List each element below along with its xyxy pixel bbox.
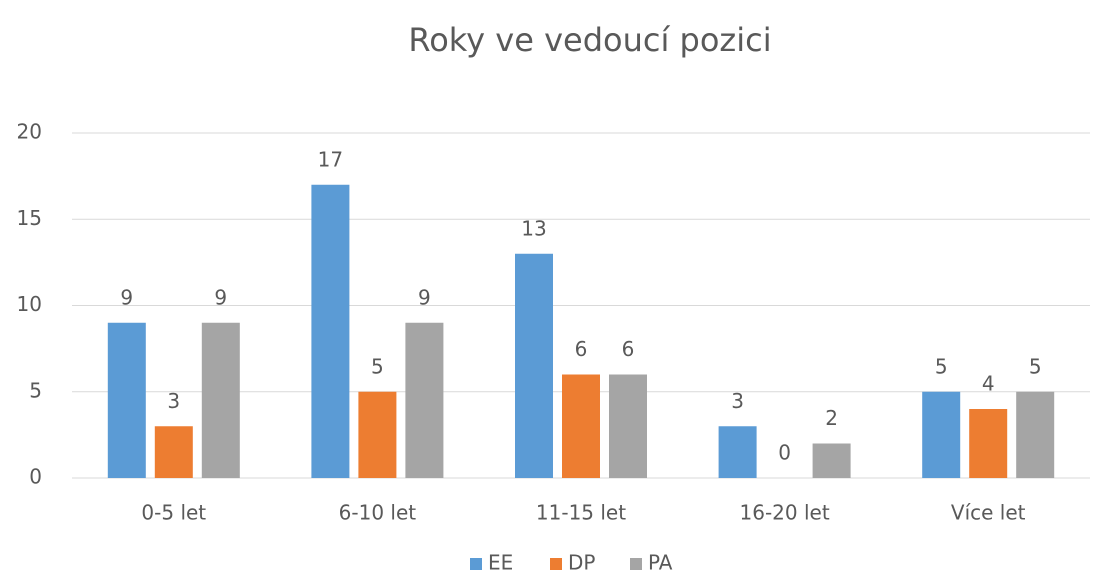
bar xyxy=(515,253,553,478)
data-label: 13 xyxy=(521,216,546,240)
data-label: 17 xyxy=(318,147,343,171)
data-label: 5 xyxy=(935,354,948,378)
x-tick-label: Více let xyxy=(951,501,1026,525)
data-label: 3 xyxy=(167,389,180,413)
bar xyxy=(107,322,146,478)
bar xyxy=(562,374,600,478)
data-label: 3 xyxy=(731,389,744,413)
x-tick-label: 16-20 let xyxy=(740,501,830,525)
data-label: 2 xyxy=(825,406,838,430)
data-label: 9 xyxy=(120,285,133,309)
y-tick-label: 15 xyxy=(17,206,42,230)
bar xyxy=(154,426,193,478)
bar xyxy=(311,184,350,478)
data-label: 4 xyxy=(982,372,995,396)
y-tick-label: 0 xyxy=(29,465,42,489)
legend-swatch xyxy=(550,558,562,570)
x-tick-label: 11-15 let xyxy=(536,501,626,525)
y-tick-label: 10 xyxy=(17,292,42,316)
x-tick-label: 6-10 let xyxy=(339,501,417,525)
bar xyxy=(405,322,444,478)
data-label: 6 xyxy=(622,337,635,361)
legend-label: EE xyxy=(488,551,513,575)
data-label: 6 xyxy=(575,337,588,361)
data-label: 5 xyxy=(371,354,384,378)
bar xyxy=(201,322,240,478)
legend-label: DP xyxy=(568,551,595,575)
y-tick-label: 5 xyxy=(29,378,42,402)
bar xyxy=(922,391,961,478)
legend-swatch xyxy=(630,558,642,570)
legend-swatch xyxy=(470,558,482,570)
bar xyxy=(969,409,1008,478)
data-label: 5 xyxy=(1029,354,1042,378)
x-tick-label: 0-5 let xyxy=(141,501,206,525)
chart-title: Roky ve vedoucí pozici xyxy=(408,21,771,59)
data-label: 9 xyxy=(214,285,227,309)
bar xyxy=(358,391,397,478)
bar xyxy=(609,374,647,478)
bar xyxy=(1016,391,1055,478)
y-tick-label: 20 xyxy=(17,120,42,144)
bar xyxy=(812,443,851,478)
legend-label: PA xyxy=(648,551,673,575)
data-label: 0 xyxy=(778,441,791,465)
data-label: 9 xyxy=(418,285,431,309)
bar xyxy=(718,426,757,478)
